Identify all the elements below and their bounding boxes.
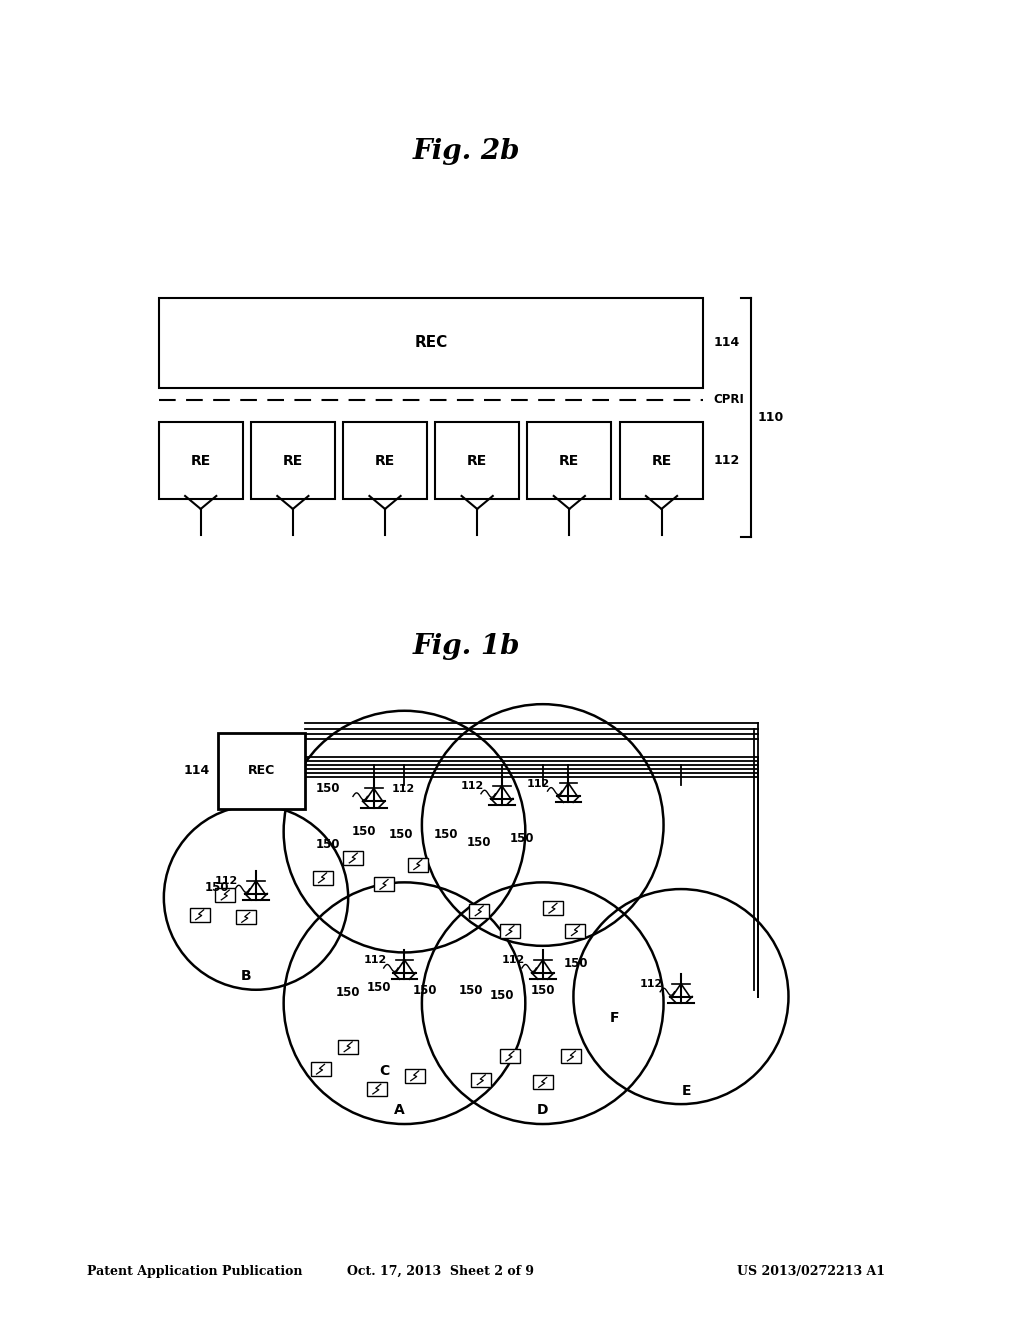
Bar xyxy=(435,422,519,499)
Bar xyxy=(374,878,394,891)
Text: 150: 150 xyxy=(413,983,437,997)
Text: US 2013/0272213 A1: US 2013/0272213 A1 xyxy=(737,1265,886,1278)
Text: 114: 114 xyxy=(184,764,210,777)
Bar xyxy=(343,422,427,499)
Text: REC: REC xyxy=(248,764,275,777)
Text: Oct. 17, 2013  Sheet 2 of 9: Oct. 17, 2013 Sheet 2 of 9 xyxy=(347,1265,534,1278)
Bar xyxy=(236,911,256,924)
Text: 112: 112 xyxy=(392,784,415,793)
Text: RE: RE xyxy=(190,454,211,467)
Text: 110: 110 xyxy=(758,411,783,424)
Text: RE: RE xyxy=(283,454,303,467)
Bar xyxy=(469,904,489,917)
Bar xyxy=(367,1082,387,1096)
Bar xyxy=(543,902,563,915)
Text: 150: 150 xyxy=(467,836,492,849)
Text: 112: 112 xyxy=(461,781,483,791)
Text: RE: RE xyxy=(467,454,487,467)
Bar xyxy=(310,1063,331,1076)
Text: 150: 150 xyxy=(336,986,360,999)
Bar xyxy=(404,1069,425,1082)
Text: RE: RE xyxy=(651,454,672,467)
Text: A: A xyxy=(394,1104,404,1118)
Bar xyxy=(527,422,611,499)
Text: 150: 150 xyxy=(315,838,340,851)
Bar xyxy=(312,871,333,884)
Text: 112: 112 xyxy=(502,956,524,965)
Text: 150: 150 xyxy=(489,989,514,1002)
Text: F: F xyxy=(609,1011,620,1026)
Bar xyxy=(532,1076,553,1089)
Bar xyxy=(500,1049,520,1063)
Text: E: E xyxy=(681,1084,691,1097)
Text: 150: 150 xyxy=(459,983,483,997)
Text: B: B xyxy=(241,969,251,983)
Text: 150: 150 xyxy=(389,828,414,841)
Text: 114: 114 xyxy=(714,337,739,350)
Bar xyxy=(561,1049,582,1063)
Text: D: D xyxy=(537,1104,549,1118)
Text: Fig. 1b: Fig. 1b xyxy=(413,634,519,660)
Text: 150: 150 xyxy=(315,781,340,795)
Text: RE: RE xyxy=(559,454,580,467)
Bar xyxy=(251,422,335,499)
Bar xyxy=(215,888,236,902)
Text: 112: 112 xyxy=(215,876,238,886)
Text: REC: REC xyxy=(415,335,447,350)
Text: 150: 150 xyxy=(205,880,229,894)
Bar xyxy=(620,422,703,499)
Bar xyxy=(343,851,364,865)
Bar xyxy=(500,924,520,937)
Text: C: C xyxy=(379,1064,389,1078)
Bar xyxy=(408,858,428,871)
Text: 112: 112 xyxy=(714,454,739,467)
Text: RE: RE xyxy=(375,454,395,467)
Text: 150: 150 xyxy=(367,981,391,994)
Bar xyxy=(159,422,243,499)
Text: 150: 150 xyxy=(563,957,588,970)
Text: 150: 150 xyxy=(351,825,376,838)
Text: 150: 150 xyxy=(433,828,458,841)
Text: 150: 150 xyxy=(510,832,535,845)
Text: 150: 150 xyxy=(530,983,555,997)
Bar xyxy=(338,1040,358,1053)
Text: 112: 112 xyxy=(640,979,663,989)
Bar xyxy=(565,924,586,937)
Bar xyxy=(189,908,210,921)
Text: Fig. 2b: Fig. 2b xyxy=(413,139,519,165)
Bar xyxy=(218,733,305,809)
Text: CPRI: CPRI xyxy=(714,393,744,407)
Text: Patent Application Publication: Patent Application Publication xyxy=(87,1265,302,1278)
Bar xyxy=(471,1073,492,1086)
Text: 112: 112 xyxy=(527,779,550,788)
Bar xyxy=(159,298,703,388)
Text: 112: 112 xyxy=(364,956,386,965)
